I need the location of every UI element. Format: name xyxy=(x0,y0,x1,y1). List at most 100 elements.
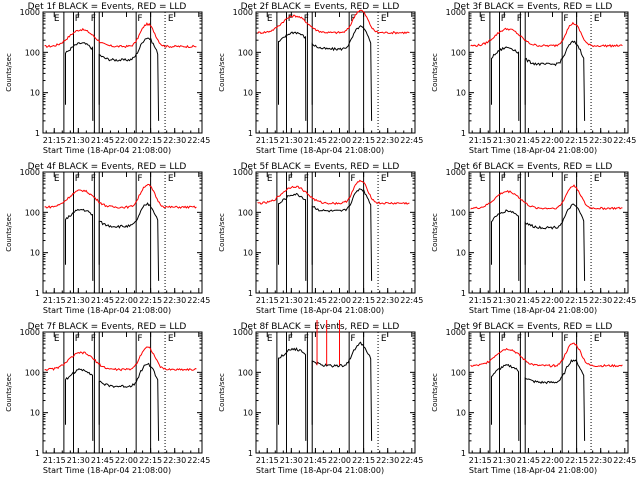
y-tick-label: 1 xyxy=(35,129,40,138)
x-tick-label: 21:45 xyxy=(517,136,540,145)
x-tick-label: 22:15 xyxy=(139,296,162,305)
x-tick-label: 22:45 xyxy=(187,456,210,465)
lld-series-line xyxy=(44,346,197,372)
flag-letter: E xyxy=(267,174,273,184)
y-tick-label: 100 xyxy=(238,48,253,57)
flag-letter: F xyxy=(91,174,96,184)
chart-svg-1: Det 1f BLACK = Events, RED = LLD 1 10 100 10… xyxy=(5,2,210,155)
chart-panel-8: Det 8f BLACK = Events, RED = LLD 1 10 100 10… xyxy=(213,295,426,480)
x-tick-label: 21:15 xyxy=(43,136,66,145)
lld-series-line xyxy=(257,179,410,206)
y-tick-label: 10 xyxy=(30,249,40,258)
x-tick-label: 21:15 xyxy=(469,456,492,465)
x-tick-label: 22:00 xyxy=(328,136,351,145)
x-tick-label: 21:30 xyxy=(280,136,303,145)
x-tick-label: 21:30 xyxy=(67,296,90,305)
flag-letter: F xyxy=(137,174,142,184)
x-tick-label: 22:15 xyxy=(565,136,588,145)
flag-letter: F xyxy=(75,334,80,344)
x-tick-label: 22:45 xyxy=(187,296,210,305)
y-tick-label: 1000 xyxy=(446,8,466,17)
x-axis-label: Start Time (18-Apr-04 21:08:00) xyxy=(43,146,171,155)
flag-letter: F xyxy=(304,14,309,24)
flag-letter: F xyxy=(350,334,355,344)
x-tick-label: 22:00 xyxy=(328,456,351,465)
flag-letter: E xyxy=(54,174,60,184)
x-tick-label: 21:30 xyxy=(67,136,90,145)
events-series-line xyxy=(278,25,373,121)
x-tick-label: 21:45 xyxy=(517,296,540,305)
y-tick-label: 10 xyxy=(456,249,466,258)
x-axis-label: Start Time (18-Apr-04 21:08:00) xyxy=(256,146,384,155)
x-tick-label: 22:15 xyxy=(565,296,588,305)
y-axis-label: Counts/sec xyxy=(5,53,13,92)
chart-panel-6: Det 6f BLACK = Events, RED = LLD 1 10 100 10… xyxy=(426,160,639,320)
x-tick-label: 21:45 xyxy=(91,296,114,305)
x-tick-label: 22:15 xyxy=(352,296,375,305)
x-tick-label: 21:45 xyxy=(91,456,114,465)
chart-panel-4: Det 4f BLACK = Events, RED = LLD 1 10 100 10… xyxy=(0,160,213,320)
y-tick-label: 100 xyxy=(25,368,40,377)
panel-title: Det 3f BLACK = Events, RED = LLD xyxy=(454,2,613,12)
flag-letter: F xyxy=(91,14,96,24)
flag-letter: F xyxy=(304,334,309,344)
x-tick-label: 22:30 xyxy=(589,456,612,465)
y-tick-label: 10 xyxy=(456,89,466,98)
x-axis-label: Start Time (18-Apr-04 21:08:00) xyxy=(256,466,384,475)
y-tick-label: 1000 xyxy=(233,8,253,17)
flag-letter: F xyxy=(501,334,506,344)
flag-letter: E xyxy=(480,174,486,184)
x-tick-label: 21:30 xyxy=(280,456,303,465)
x-tick-label: 21:15 xyxy=(256,296,279,305)
y-axis-label: Counts/sec xyxy=(218,53,226,92)
x-tick-label: 22:00 xyxy=(328,296,351,305)
x-tick-label: 21:15 xyxy=(256,456,279,465)
flag-letter: F xyxy=(517,334,522,344)
y-axis-label: Counts/sec xyxy=(5,213,13,252)
y-axis-label: Counts/sec xyxy=(431,373,439,412)
flag-letter: F xyxy=(563,174,568,184)
panel-title: Det 4f BLACK = Events, RED = LLD xyxy=(28,162,187,172)
flag-letter: E xyxy=(594,174,600,184)
y-axis-label: Counts/sec xyxy=(431,213,439,252)
chart-panel-1: Det 1f BLACK = Events, RED = LLD 1 10 100 10… xyxy=(0,0,213,160)
y-tick-label: 10 xyxy=(456,409,466,418)
events-series-line xyxy=(278,341,373,441)
y-axis-label: Counts/sec xyxy=(218,373,226,412)
flag-letter: F xyxy=(563,14,568,24)
y-tick-label: 10 xyxy=(30,89,40,98)
x-tick-label: 22:30 xyxy=(376,456,399,465)
y-tick-label: 1000 xyxy=(20,328,40,337)
x-axis-label: Start Time (18-Apr-04 21:08:00) xyxy=(256,306,384,315)
flag-letter: F xyxy=(350,174,355,184)
plot-frame xyxy=(42,331,203,454)
events-series-line xyxy=(278,188,373,281)
y-tick-label: 100 xyxy=(451,48,466,57)
events-series-line xyxy=(491,40,586,121)
y-tick-label: 1 xyxy=(461,289,466,298)
chart-svg-8: Det 8f BLACK = Events, RED = LLD 1 10 100 10… xyxy=(218,295,423,475)
x-tick-label: 22:15 xyxy=(352,136,375,145)
flag-letter: E xyxy=(168,174,174,184)
y-axis-label: Counts/sec xyxy=(431,53,439,92)
x-tick-label: 21:45 xyxy=(304,456,327,465)
panel-title: Det 7f BLACK = Events, RED = LLD xyxy=(28,322,187,332)
x-tick-label: 22:00 xyxy=(541,456,564,465)
x-tick-label: 22:00 xyxy=(115,296,138,305)
y-tick-label: 100 xyxy=(451,368,466,377)
x-tick-label: 21:30 xyxy=(67,456,90,465)
panel-title: Det 8f BLACK = Events, RED = LLD xyxy=(241,322,400,332)
y-tick-label: 1000 xyxy=(446,168,466,177)
chart-svg-5: Det 5f BLACK = Events, RED = LLD 1 10 100 10… xyxy=(218,162,423,315)
x-tick-label: 21:30 xyxy=(493,456,516,465)
y-tick-label: 100 xyxy=(451,208,466,217)
x-tick-label: 22:15 xyxy=(565,456,588,465)
chart-svg-4: Det 4f BLACK = Events, RED = LLD 1 10 100 10… xyxy=(5,162,210,315)
x-tick-label: 22:45 xyxy=(613,296,636,305)
flag-letter: E xyxy=(267,14,273,24)
flag-letter: E xyxy=(54,334,60,344)
x-axis-label: Start Time (18-Apr-04 21:08:00) xyxy=(469,306,597,315)
events-series-line xyxy=(491,203,586,281)
x-tick-label: 22:30 xyxy=(163,296,186,305)
